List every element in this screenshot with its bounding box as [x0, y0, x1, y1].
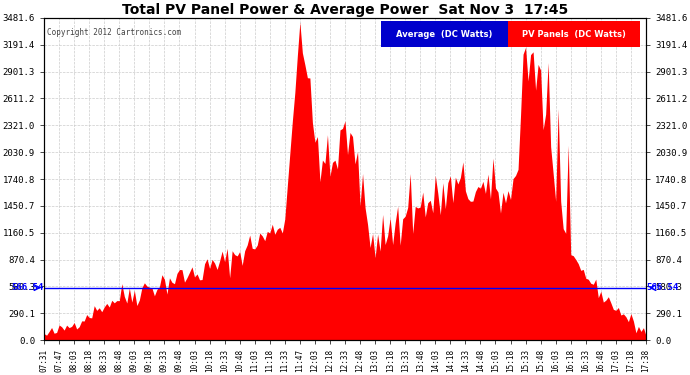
Text: Average  (DC Watts): Average (DC Watts)	[396, 30, 493, 39]
Text: 566.54: 566.54	[647, 283, 679, 292]
FancyBboxPatch shape	[381, 21, 508, 47]
Title: Total PV Panel Power & Average Power  Sat Nov 3  17:45: Total PV Panel Power & Average Power Sat…	[122, 3, 568, 17]
Text: PV Panels  (DC Watts): PV Panels (DC Watts)	[522, 30, 626, 39]
Text: 566.54: 566.54	[11, 283, 43, 292]
FancyBboxPatch shape	[508, 21, 640, 47]
Text: Copyright 2012 Cartronics.com: Copyright 2012 Cartronics.com	[47, 28, 181, 37]
